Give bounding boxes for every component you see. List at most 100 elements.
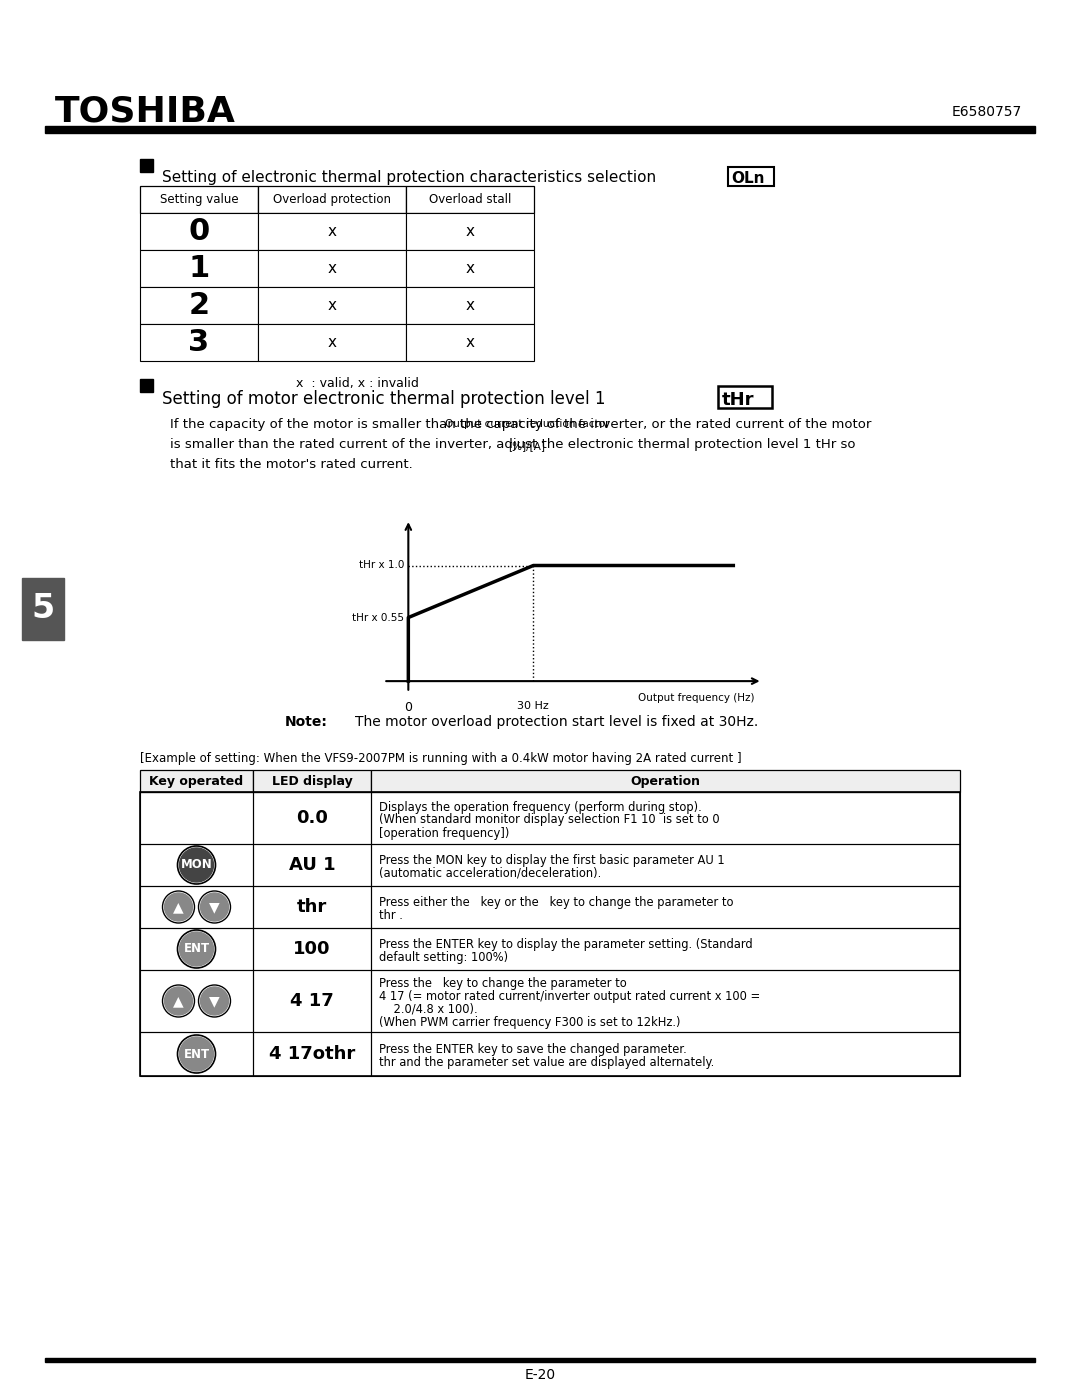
Bar — [253, 970, 372, 1032]
Bar — [253, 928, 372, 970]
Bar — [140, 379, 153, 393]
Bar — [325, 556, 368, 574]
Text: 1: 1 — [188, 254, 210, 284]
Bar — [372, 970, 960, 1032]
Bar — [728, 168, 774, 186]
Text: x: x — [327, 224, 337, 239]
Circle shape — [179, 1037, 214, 1071]
Bar — [325, 608, 368, 627]
Text: TOSHIBA: TOSHIBA — [55, 95, 235, 129]
Text: [%]/[A]: [%]/[A] — [509, 441, 545, 451]
Bar — [140, 792, 253, 844]
Bar — [22, 578, 64, 640]
Text: 0: 0 — [188, 217, 210, 246]
Text: E-20: E-20 — [525, 1368, 555, 1382]
Text: Press either the   key or the   key to change the parameter to: Press either the key or the key to chang… — [379, 895, 733, 909]
Text: that it fits the motor's rated current.: that it fits the motor's rated current. — [170, 458, 413, 471]
Text: x  : valid, x : invalid: x : valid, x : invalid — [296, 377, 418, 390]
Bar — [140, 792, 960, 1076]
Bar — [45, 126, 1035, 133]
Text: 30 Hz: 30 Hz — [517, 701, 550, 711]
Text: If the capacity of the motor is smaller than the capacity of the inverter, or th: If the capacity of the motor is smaller … — [170, 418, 872, 432]
Bar — [253, 844, 372, 886]
Text: 3: 3 — [188, 328, 210, 358]
Bar — [253, 886, 372, 928]
Bar — [253, 1032, 372, 1076]
Text: Setting value: Setting value — [160, 193, 239, 205]
Bar — [406, 186, 534, 212]
Text: x: x — [465, 261, 474, 277]
Bar — [140, 286, 258, 324]
Bar — [140, 886, 253, 928]
Bar — [406, 250, 534, 286]
Circle shape — [164, 893, 192, 921]
Text: 4 17othr: 4 17othr — [269, 1045, 355, 1063]
Text: x: x — [327, 298, 337, 313]
Text: 0.0: 0.0 — [296, 809, 328, 827]
Text: x: x — [465, 224, 474, 239]
Text: x: x — [465, 335, 474, 351]
Text: Setting of motor electronic thermal protection level 1: Setting of motor electronic thermal prot… — [162, 390, 611, 408]
Text: Operation: Operation — [631, 774, 701, 788]
Text: AU 1: AU 1 — [288, 856, 335, 875]
Text: Overload protection: Overload protection — [273, 193, 391, 205]
Text: ENT: ENT — [184, 943, 210, 956]
Bar — [140, 770, 253, 792]
Text: (When standard monitor display selection F1 10  is set to 0: (When standard monitor display selection… — [379, 813, 719, 827]
Text: 2.0/4.8 x 100).: 2.0/4.8 x 100). — [379, 1003, 477, 1016]
Bar — [140, 928, 253, 970]
Bar — [258, 186, 406, 212]
Text: 5: 5 — [31, 592, 55, 626]
Text: ▼: ▼ — [210, 995, 220, 1009]
Bar — [140, 250, 258, 286]
Bar — [140, 1032, 253, 1076]
Text: OLn: OLn — [731, 170, 765, 186]
Text: thr and the parameter set value are displayed alternately.: thr and the parameter set value are disp… — [379, 1056, 714, 1069]
Bar — [140, 844, 253, 886]
Bar — [372, 844, 960, 886]
Bar — [253, 770, 372, 792]
Text: Setting of electronic thermal protection characteristics selection: Setting of electronic thermal protection… — [162, 170, 661, 184]
Bar — [253, 792, 372, 844]
Circle shape — [201, 893, 229, 921]
Text: Overload stall: Overload stall — [429, 193, 511, 205]
Bar — [140, 970, 253, 1032]
Bar — [718, 386, 772, 408]
Text: Output frequency (Hz): Output frequency (Hz) — [637, 693, 754, 703]
Text: ▲: ▲ — [173, 995, 184, 1009]
Text: 100: 100 — [294, 940, 330, 958]
Text: 4 17: 4 17 — [291, 992, 334, 1010]
Text: 4 17 (= motor rated current/inverter output rated current x 100 =: 4 17 (= motor rated current/inverter out… — [379, 990, 760, 1003]
Text: E6580757: E6580757 — [951, 105, 1022, 119]
Text: 0: 0 — [404, 701, 413, 714]
Bar — [258, 286, 406, 324]
Text: thr .: thr . — [379, 909, 403, 922]
Bar — [372, 1032, 960, 1076]
Text: ENT: ENT — [184, 1048, 210, 1060]
Text: thr: thr — [297, 898, 327, 916]
Text: x: x — [327, 335, 337, 351]
Circle shape — [179, 848, 214, 882]
Circle shape — [179, 932, 214, 965]
Text: is smaller than the rated current of the inverter, adjust the electronic thermal: is smaller than the rated current of the… — [170, 439, 855, 451]
Text: tHr x 1.0: tHr x 1.0 — [359, 560, 404, 570]
Bar — [406, 212, 534, 250]
Text: (automatic acceleration/deceleration).: (automatic acceleration/deceleration). — [379, 868, 602, 880]
Text: Press the ENTER key to save the changed parameter.: Press the ENTER key to save the changed … — [379, 1044, 687, 1056]
Bar — [372, 886, 960, 928]
Bar — [140, 159, 153, 172]
Text: [operation frequency]): [operation frequency]) — [379, 827, 510, 840]
Text: x: x — [465, 298, 474, 313]
Text: tHr: tHr — [723, 391, 755, 409]
Bar — [45, 1358, 1035, 1362]
Text: (When PWM carrier frequency F300 is set to 12kHz.): (When PWM carrier frequency F300 is set … — [379, 1016, 680, 1030]
Text: Press the   key to change the parameter to: Press the key to change the parameter to — [379, 977, 626, 990]
Circle shape — [201, 988, 229, 1016]
Bar — [406, 324, 534, 360]
Text: Output current reduction factor: Output current reduction factor — [445, 419, 609, 429]
Text: Displays the operation frequency (perform during stop).: Displays the operation frequency (perfor… — [379, 800, 702, 813]
Bar — [406, 286, 534, 324]
Text: The motor overload protection start level is fixed at 30Hz.: The motor overload protection start leve… — [355, 715, 758, 729]
Text: default setting: 100%): default setting: 100%) — [379, 951, 508, 964]
Bar — [372, 792, 960, 844]
